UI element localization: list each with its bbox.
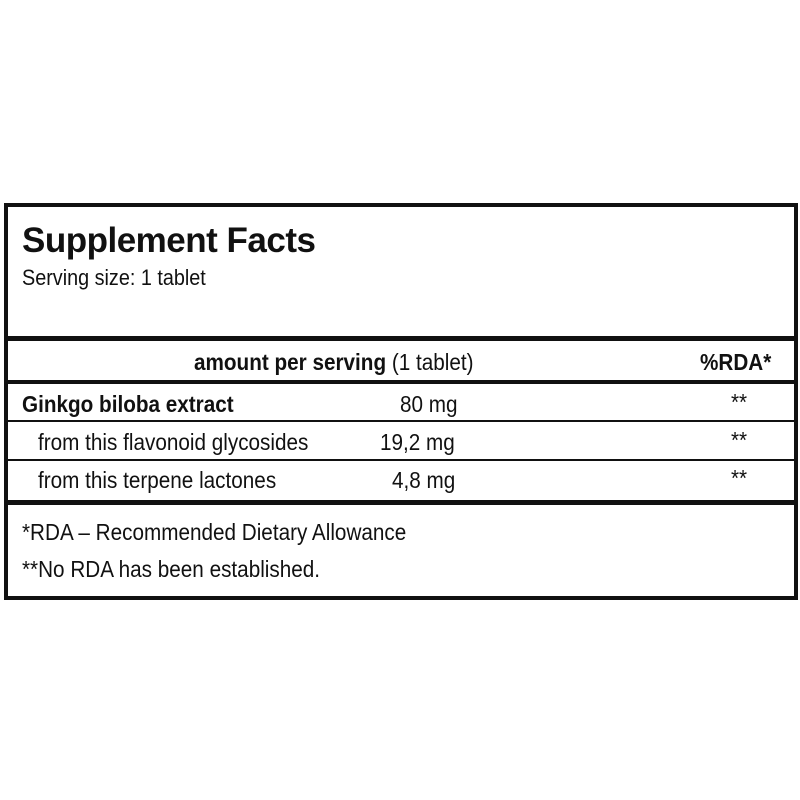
ingredient-rda: ** — [731, 389, 748, 415]
divider-thin — [8, 420, 794, 422]
ingredient-rda: ** — [731, 427, 748, 453]
ingredient-amount: 80 mg — [400, 391, 458, 417]
divider-thin — [8, 459, 794, 461]
amount-label: amount per serving — [194, 349, 387, 375]
ingredient-name: from this flavonoid glycosides — [38, 429, 309, 455]
divider-thick — [8, 380, 794, 384]
amount-unit: (1 tablet) — [391, 349, 474, 375]
ingredient-rda: ** — [731, 465, 748, 491]
ingredient-name: Ginkgo biloba extract — [22, 391, 234, 417]
ingredient-amount: 4,8 mg — [392, 467, 456, 493]
ingredient-amount: 19,2 mg — [380, 429, 455, 455]
amount-header: amount per serving (1 tablet) — [194, 349, 474, 376]
footnote-no-rda: **No RDA has been established. — [22, 556, 321, 582]
panel-title: Supplement Facts — [22, 221, 316, 260]
rda-header: %RDA* — [700, 349, 772, 375]
footnote-rda: *RDA – Recommended Dietary Allowance — [22, 519, 407, 545]
divider-thick — [8, 336, 794, 341]
supplement-facts-panel: Supplement Facts Serving size: 1 tablet … — [4, 203, 798, 600]
ingredient-name: from this terpene lactones — [38, 467, 277, 493]
divider-thick — [8, 500, 794, 505]
serving-size: Serving size: 1 tablet — [22, 265, 206, 290]
